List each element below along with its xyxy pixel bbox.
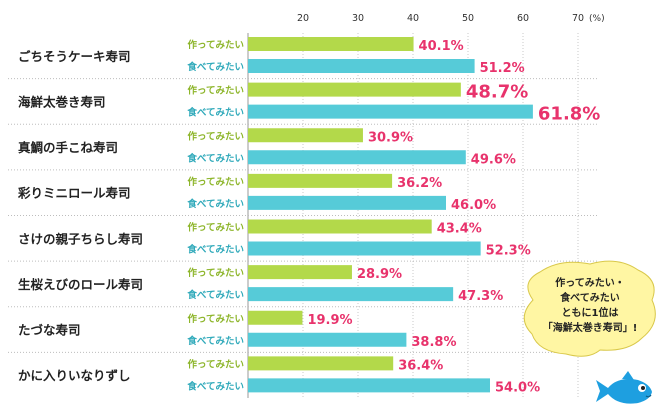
x-unit-label: (%): [589, 14, 605, 24]
category-label: 生桜えびのロール寿司: [18, 277, 143, 292]
category-row: 真鯛の手こね寿司 作ってみたい 30.9% 食べてみたい 49.6%: [18, 128, 516, 167]
value-label: 48.7%: [466, 82, 528, 103]
series-label: 食べてみたい: [186, 61, 244, 73]
value-label: 49.6%: [471, 152, 516, 167]
value-label: 54.0%: [495, 380, 540, 395]
value-label: 61.8%: [538, 104, 600, 125]
x-axis-ticks: 20 30 40 50 60 70 (%): [297, 13, 605, 24]
value-label: 38.8%: [411, 335, 456, 350]
category-row: 海鮮太巻き寿司 作ってみたい 48.7% 食べてみたい 61.8%: [18, 82, 600, 125]
category-label: ごちそうケーキ寿司: [18, 49, 131, 64]
value-label: 28.9%: [357, 267, 402, 282]
row-separators: [8, 78, 598, 353]
series-label: 食べてみたい: [186, 380, 244, 392]
category-label: たづな寿司: [18, 323, 81, 338]
bar: [248, 332, 407, 347]
series-label: 作ってみたい: [187, 358, 244, 370]
series-label: 作ってみたい: [187, 222, 244, 234]
category-label: さけの親子ちらし寿司: [18, 231, 143, 246]
bar: [248, 150, 466, 165]
x-tick-label: 50: [462, 13, 474, 24]
series-label: 食べてみたい: [186, 244, 244, 256]
series-label: 食べてみたい: [186, 107, 244, 119]
callout-line: 作ってみたい・: [555, 276, 625, 289]
value-label: 19.9%: [307, 313, 352, 328]
value-label: 40.1%: [419, 39, 464, 54]
value-label: 51.2%: [480, 61, 525, 76]
bar: [248, 241, 481, 256]
series-label: 食べてみたい: [186, 289, 244, 301]
bar: [248, 287, 454, 302]
callout-line: ともに1位は: [562, 306, 619, 319]
category-label: 彩りミニロール寿司: [17, 186, 131, 201]
value-label: 36.2%: [397, 176, 442, 191]
x-tick-label: 70: [572, 13, 584, 24]
x-tick-label: 30: [352, 13, 364, 24]
category-row: たづな寿司 作ってみたい 19.9% 食べてみたい 38.8%: [18, 310, 457, 350]
x-tick-label: 40: [407, 13, 419, 24]
fish-icon: [596, 371, 652, 404]
bar: [248, 310, 303, 325]
bar: [248, 82, 461, 97]
bar: [248, 378, 490, 393]
series-label: 作ってみたい: [187, 85, 244, 97]
bar: [248, 37, 414, 51]
series-label: 食べてみたい: [186, 198, 244, 210]
category-row: 生桜えびのロール寿司 作ってみたい 28.9% 食べてみたい 47.3%: [18, 265, 503, 304]
series-label: 作ってみたい: [187, 39, 244, 51]
bar: [248, 195, 446, 210]
category-row: かに入りいなりずし 作ってみたい 36.4% 食べてみたい 54.0%: [18, 356, 540, 395]
bar: [248, 104, 533, 119]
callout-line: 「海鮮太巻き寿司」!: [543, 321, 638, 334]
bar: [248, 356, 394, 371]
speech-bubble: [523, 260, 656, 357]
category-row: 彩りミニロール寿司 作ってみたい 36.2% 食べてみたい 46.0%: [17, 173, 496, 213]
bar: [248, 265, 352, 280]
category-row: ごちそうケーキ寿司 作ってみたい 40.1% 食べてみたい 51.2%: [18, 37, 525, 76]
callout-annotation: 作ってみたい・食べてみたいともに1位は「海鮮太巻き寿司」!: [523, 260, 656, 404]
value-label: 46.0%: [451, 198, 496, 213]
category-label: 真鯛の手こね寿司: [18, 140, 118, 155]
category-row: さけの親子ちらし寿司 作ってみたい 43.4% 食べてみたい 52.3%: [18, 219, 531, 259]
bar: [248, 128, 363, 143]
bar: [248, 219, 432, 234]
x-tick-label: 60: [517, 13, 529, 24]
value-label: 36.4%: [398, 358, 443, 373]
series-label: 作ってみたい: [187, 176, 244, 188]
callout-text: 作ってみたい・食べてみたいともに1位は「海鮮太巻き寿司」!: [543, 276, 638, 334]
category-label: 海鮮太巻き寿司: [18, 94, 106, 109]
series-label: 食べてみたい: [186, 152, 244, 164]
series-label: 作ってみたい: [187, 313, 244, 325]
value-label: 52.3%: [486, 244, 531, 259]
series-label: 作ってみたい: [187, 130, 244, 142]
series-label: 作ってみたい: [187, 267, 244, 279]
callout-line: 食べてみたい: [559, 291, 620, 304]
bar: [248, 173, 393, 188]
value-label: 30.9%: [368, 130, 413, 145]
value-label: 47.3%: [458, 289, 503, 304]
x-tick-label: 20: [297, 13, 309, 24]
value-label: 43.4%: [437, 222, 482, 237]
series-label: 食べてみたい: [186, 335, 244, 347]
category-label: かに入りいなりずし: [18, 368, 131, 383]
bar: [248, 59, 475, 73]
